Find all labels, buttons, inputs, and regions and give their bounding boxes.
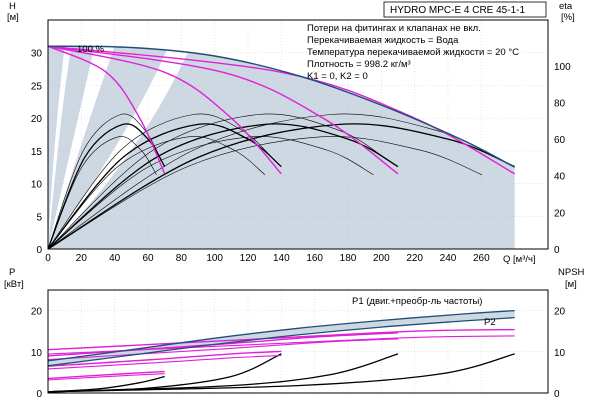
top-plot-frame	[47, 19, 549, 250]
power-curve	[47, 370, 165, 380]
hundred-percent-label: 100 %	[77, 44, 104, 55]
note-line: Перекачиваемая жидкость = Вода	[307, 35, 459, 46]
npsh-tick-label: 0	[554, 389, 560, 400]
eta-tick-label: 80	[554, 98, 566, 109]
x-tick-label: 100	[206, 253, 223, 264]
x-tick-label: 80	[176, 253, 188, 264]
p-unit-label: [кВт]	[4, 279, 24, 290]
qh-curve	[47, 45, 399, 175]
eta-tick-label: 40	[554, 172, 566, 183]
eta-unit-label: [%]	[561, 12, 575, 23]
unused-region	[48, 47, 190, 250]
eta-axis-label: eta	[559, 1, 573, 12]
x-tick-label: 240	[440, 253, 457, 264]
x-tick-label: 20	[76, 253, 88, 264]
h-axis-label: H	[9, 1, 16, 12]
bottom-plot-frame	[47, 289, 549, 394]
p-tick-label: 10	[31, 348, 43, 359]
p-region	[48, 310, 515, 366]
y-tick-label: 10	[31, 180, 43, 191]
top-y-ticks: 0 5 10 15 20 25 30	[31, 49, 43, 256]
bottom-panel: 0 10 20 0 10 20 P [кВт] NPSH [м] P1 (двиг.+п…	[4, 267, 585, 400]
top-x-ticks: 0 20 40 60 80 100 120 140 160 180 200 220 240 260	[45, 253, 490, 264]
p-axis-label: P	[9, 267, 15, 278]
chart-title: HYDRO MPC-E 4 CRE 45-1-1	[390, 5, 525, 16]
x-tick-label: 200	[373, 253, 390, 264]
y-tick-label: 20	[31, 114, 43, 125]
note-line: K1 = 0, K2 = 0	[307, 71, 368, 82]
p2-curve	[47, 316, 515, 367]
h-unit-label: [м]	[7, 12, 19, 23]
y-tick-label: 30	[31, 49, 43, 60]
qh-curve	[47, 45, 282, 175]
eta-curve	[47, 123, 399, 250]
p2-series-label: P2	[484, 317, 496, 328]
qh-region	[48, 46, 515, 250]
x-tick-label: 120	[240, 253, 257, 264]
power-curve	[47, 373, 165, 381]
x-tick-label: 220	[406, 253, 423, 264]
q-axis-label: Q [м³/ч]	[503, 254, 536, 265]
qh-curves	[47, 45, 516, 175]
note-line: Потери на фитингах и клапанах не вкл.	[307, 23, 481, 34]
y-tick-label: 25	[31, 81, 43, 92]
envelope-curve	[47, 45, 516, 168]
eta-tick-label: 100	[554, 62, 571, 73]
eta-tick-label: 0	[554, 245, 560, 256]
p1-curve	[47, 309, 515, 362]
p1-series-label: P1 (двиг.+преобр-ль частоты)	[352, 296, 482, 307]
x-tick-label: 0	[45, 253, 51, 264]
x-tick-label: 140	[273, 253, 290, 264]
eta-tick-label: 20	[554, 208, 566, 219]
power-curve	[47, 354, 282, 370]
npsh-tick-label: 10	[554, 348, 566, 359]
x-tick-label: 60	[142, 253, 154, 264]
power-region	[48, 310, 515, 366]
npsh-tick-label: 20	[554, 307, 566, 318]
npsh-unit-label: [м]	[565, 279, 577, 290]
power-curve	[47, 350, 282, 367]
chart-notes: Потери на фитингах и клапанах не вкл. Пе…	[307, 23, 519, 82]
bottom-y-ticks: 0 10 20	[31, 307, 43, 400]
npsh-axis-label: NPSH	[558, 267, 585, 278]
x-tick-label: 180	[340, 253, 357, 264]
npsh-curve	[47, 353, 515, 393]
npsh-curves	[47, 353, 515, 393]
title-box	[383, 1, 547, 18]
bottom-y-ticks-right: 0 10 20	[554, 307, 566, 400]
eta-curve	[47, 136, 157, 250]
qh-curve	[47, 45, 516, 175]
note-line: Температура перекачиваемой жидкости = 20…	[307, 47, 519, 58]
eta-tick-label: 60	[554, 135, 566, 146]
top-y-ticks-right: 0 20 40 60 80 100	[554, 62, 571, 256]
power-curve	[47, 338, 399, 361]
eta-curve	[47, 136, 266, 250]
x-tick-label: 40	[109, 253, 121, 264]
eta-curve	[47, 136, 483, 250]
p-tick-label: 20	[31, 307, 43, 318]
y-tick-label: 5	[36, 212, 42, 223]
x-tick-label: 160	[306, 253, 323, 264]
power-curve	[47, 328, 515, 351]
power-curve	[47, 332, 399, 357]
y-tick-label: 15	[31, 147, 43, 158]
p-tick-label: 0	[36, 389, 42, 400]
eta-curve	[47, 123, 515, 250]
y-tick-label: 0	[36, 245, 42, 256]
p-envelope-curves	[47, 309, 515, 367]
qh-curve	[47, 45, 166, 175]
note-line: Плотность = 998.2 кг/м³	[307, 59, 411, 70]
eta-curve	[47, 136, 374, 250]
top-panel: 0 20 40 60 80 100 120 140 160 180 200 220 240 260 051…	[7, 1, 575, 265]
x-tick-label: 260	[473, 253, 490, 264]
